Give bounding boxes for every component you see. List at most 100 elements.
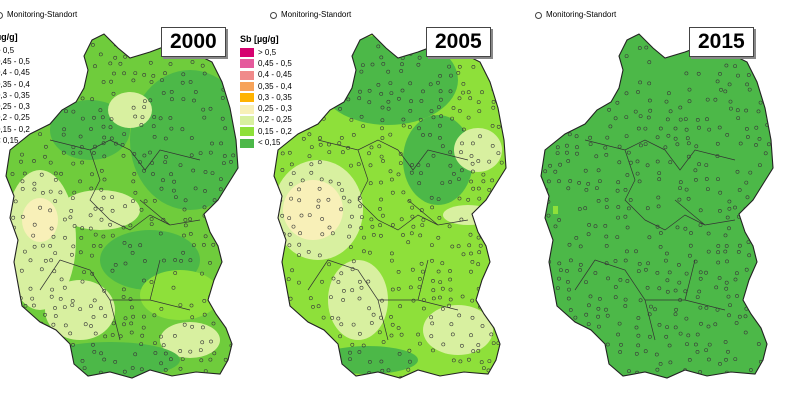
monitoring-site-marker [91,342,95,347]
monitoring-site-marker [564,143,569,148]
monitoring-site-marker [558,125,563,130]
monitoring-site-marker [665,278,670,283]
monitoring-site-marker [208,150,213,155]
monitoring-site-marker [499,249,504,254]
monitoring-site-marker [142,105,147,110]
monitoring-site-marker [339,322,344,327]
monitoring-site-marker [557,352,562,357]
monitoring-site-marker [339,88,343,93]
monitoring-site-marker [152,198,157,203]
monitoring-site-marker [548,90,553,95]
monitoring-site-marker [183,198,188,203]
monitoring-site-marker [300,178,305,183]
monitoring-site-marker [142,73,147,77]
monitoring-site-marker [685,136,690,141]
monitoring-site-marker [49,226,54,231]
monitoring-site-marker [231,214,236,219]
monitoring-site-marker [448,277,453,282]
monitoring-site-marker [210,375,215,378]
monitoring-site-marker [142,278,146,283]
monitoring-site-marker [91,43,95,47]
monitoring-site-marker [299,322,303,327]
monitoring-site-marker [233,52,238,57]
monitoring-site-marker [616,215,621,220]
monitoring-site-marker [89,127,93,131]
monitoring-site-marker [647,81,652,86]
monitoring-site-marker [350,267,355,272]
monitoring-site-marker [93,232,98,237]
monitoring-site-marker [736,73,740,78]
monitoring-site-marker [555,114,559,119]
monitoring-site-marker [745,82,750,87]
monitoring-site-marker [380,368,385,373]
monitoring-site-marker [208,357,213,362]
monitoring-site-marker [386,99,391,104]
monitoring-site-marker [153,341,157,346]
monitoring-site-marker [79,145,84,149]
monitoring-site-marker [491,100,496,104]
monitoring-site-marker [470,141,475,146]
monitoring-site-marker [68,215,73,220]
monitoring-site-marker [131,179,136,184]
monitoring-site-marker [91,315,96,319]
monitoring-site-marker [565,268,569,273]
monitoring-site-marker [380,105,385,110]
monitoring-site-marker [451,171,456,176]
monitoring-site-marker [276,297,281,301]
monitoring-site-marker [43,368,47,372]
monitoring-site-marker [553,42,558,47]
monitoring-site-marker [636,90,640,94]
monitoring-site-marker [203,170,208,174]
monitoring-site-marker [326,197,331,202]
monitoring-site-marker [297,198,302,203]
monitoring-site-marker [766,341,771,346]
monitoring-site-marker [448,269,452,273]
monitoring-site-marker [320,279,324,284]
monitoring-site-marker [70,369,74,374]
monitoring-site-marker [13,199,18,204]
monitoring-site-marker [190,315,195,320]
monitoring-site-marker [578,53,583,58]
monitoring-site-marker [390,322,395,327]
monitoring-site-marker [310,116,314,120]
monitoring-site-marker [297,187,301,192]
monitoring-site-marker [426,163,431,168]
monitoring-site-marker [139,123,144,127]
monitoring-site-marker [684,316,689,321]
monitoring-site-marker [223,126,228,131]
monitoring-site-marker [566,159,571,163]
monitoring-site-marker [58,296,63,301]
monitoring-site-marker [360,215,364,220]
monitoring-site-marker [616,61,621,66]
monitoring-site-marker [168,357,173,362]
monitoring-site-marker [617,160,622,165]
monitoring-site-marker [188,80,193,84]
monitoring-site-marker [487,187,492,192]
monitoring-site-marker [130,366,135,370]
monitoring-site-marker [179,258,184,263]
monitoring-site-marker [758,289,763,294]
monitoring-site-marker [717,125,722,130]
monitoring-site-marker [613,285,618,289]
monitoring-site-marker [489,332,494,337]
monitoring-site-marker [707,127,712,132]
monitoring-site-marker [349,118,354,122]
monitoring-site-marker [735,108,740,113]
monitoring-site-marker [102,135,107,140]
monitoring-site-marker [421,306,426,311]
monitoring-site-marker [160,78,164,83]
monitoring-site-marker [110,208,115,213]
monitoring-site-marker [688,243,693,248]
monitoring-site-marker [567,242,572,247]
monitoring-site-marker [625,249,629,254]
monitoring-site-marker [698,370,703,374]
monitoring-site-marker [490,178,495,183]
monitoring-site-marker [151,124,156,129]
monitoring-site-marker [93,331,98,336]
monitoring-site-marker [685,342,689,347]
legend-class-label: 0,25 - 0,3 [258,104,292,114]
monitoring-site-marker [41,243,45,248]
monitoring-site-marker [766,332,771,337]
monitoring-site-marker [624,115,629,120]
monitoring-site-marker [222,244,227,249]
